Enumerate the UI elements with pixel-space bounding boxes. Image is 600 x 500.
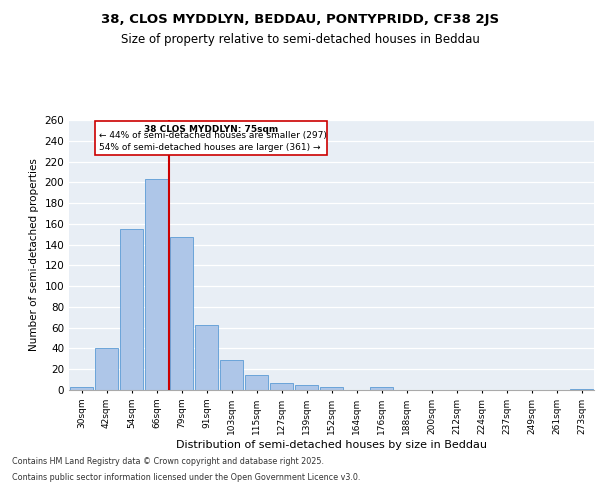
Bar xyxy=(245,376,268,390)
Y-axis label: Number of semi-detached properties: Number of semi-detached properties xyxy=(29,158,39,352)
Text: 38 CLOS MYDDLYN: 75sqm: 38 CLOS MYDDLYN: 75sqm xyxy=(144,124,278,134)
Text: Size of property relative to semi-detached houses in Beddau: Size of property relative to semi-detach… xyxy=(121,32,479,46)
Bar xyxy=(145,179,168,390)
Text: Contains public sector information licensed under the Open Government Licence v3: Contains public sector information licen… xyxy=(12,472,361,482)
Bar xyxy=(295,385,318,390)
Bar xyxy=(170,238,193,390)
Bar xyxy=(120,229,143,390)
Bar xyxy=(570,389,593,390)
FancyBboxPatch shape xyxy=(95,121,326,156)
X-axis label: Distribution of semi-detached houses by size in Beddau: Distribution of semi-detached houses by … xyxy=(176,440,487,450)
Bar xyxy=(220,360,243,390)
Text: ← 44% of semi-detached houses are smaller (297): ← 44% of semi-detached houses are smalle… xyxy=(99,131,327,140)
Bar xyxy=(320,387,343,390)
Bar xyxy=(195,324,218,390)
Bar xyxy=(95,348,118,390)
Bar xyxy=(70,387,93,390)
Text: Contains HM Land Registry data © Crown copyright and database right 2025.: Contains HM Land Registry data © Crown c… xyxy=(12,458,324,466)
Text: 54% of semi-detached houses are larger (361) →: 54% of semi-detached houses are larger (… xyxy=(99,142,320,152)
Bar xyxy=(370,387,393,390)
Text: 38, CLOS MYDDLYN, BEDDAU, PONTYPRIDD, CF38 2JS: 38, CLOS MYDDLYN, BEDDAU, PONTYPRIDD, CF… xyxy=(101,12,499,26)
Bar xyxy=(270,382,293,390)
